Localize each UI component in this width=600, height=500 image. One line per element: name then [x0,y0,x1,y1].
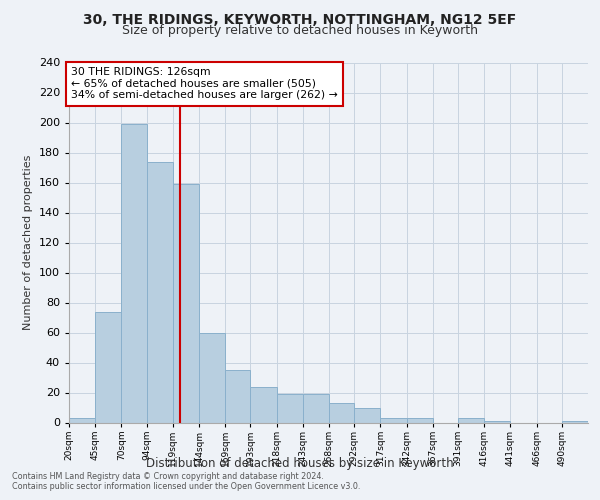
Text: Contains HM Land Registry data © Crown copyright and database right 2024.: Contains HM Land Registry data © Crown c… [12,472,324,481]
Bar [95,312,121,422]
Bar [277,394,303,422]
Text: Size of property relative to detached houses in Keyworth: Size of property relative to detached ho… [122,24,478,37]
Bar [562,421,588,422]
Bar [121,124,146,422]
Text: 30, THE RIDINGS, KEYWORTH, NOTTINGHAM, NG12 5EF: 30, THE RIDINGS, KEYWORTH, NOTTINGHAM, N… [83,12,517,26]
Bar [250,386,277,422]
Bar [69,418,95,422]
Text: Contains public sector information licensed under the Open Government Licence v3: Contains public sector information licen… [12,482,361,491]
Bar [146,162,173,422]
Bar [225,370,250,422]
Bar [354,408,380,422]
Bar [329,403,354,422]
Y-axis label: Number of detached properties: Number of detached properties [23,155,33,330]
Bar [303,394,329,422]
Bar [380,418,407,422]
Bar [484,421,511,422]
Bar [458,418,484,422]
Text: 30 THE RIDINGS: 126sqm
← 65% of detached houses are smaller (505)
34% of semi-de: 30 THE RIDINGS: 126sqm ← 65% of detached… [71,67,338,100]
Bar [199,332,225,422]
Bar [173,184,199,422]
Bar [407,418,433,422]
Text: Distribution of detached houses by size in Keyworth: Distribution of detached houses by size … [146,458,454,470]
